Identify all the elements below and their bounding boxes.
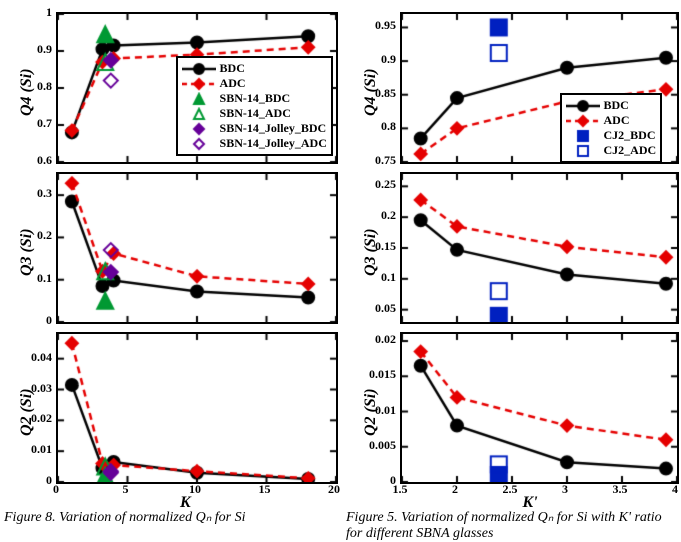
panel-right-q3	[400, 172, 679, 324]
xtick-label: 3.5	[610, 482, 630, 497]
chart-canvas	[402, 334, 677, 482]
xtick-label: 20	[324, 482, 344, 497]
chart-canvas	[58, 334, 336, 482]
legend-item: SBN-14_Jolley_ADC	[182, 136, 327, 151]
legend-label: CJ2_BDC	[604, 128, 656, 143]
ytick-label: 0.1	[381, 270, 396, 285]
xtick-label: 15	[255, 482, 275, 497]
legend-item: BDC	[182, 61, 327, 76]
ytick-label: 0.2	[37, 228, 52, 243]
xtick-label: 2	[445, 482, 465, 497]
legend-label: SBN-14_BDC	[220, 91, 291, 106]
legend-swatch	[566, 99, 600, 113]
legend-item: CJ2_ADC	[566, 143, 657, 158]
figure-stage: { "global": { "bg": "#ffffff", "axis_col…	[0, 0, 681, 542]
legend-label: ADC	[604, 113, 630, 128]
legend-label: SBN-14_Jolley_ADC	[220, 136, 327, 151]
legend-swatch	[182, 137, 216, 151]
legend-item: ADC	[566, 113, 657, 128]
ytick-label: 0.25	[375, 177, 396, 192]
ytick-label: 0.9	[37, 42, 52, 57]
legend-swatch	[566, 114, 600, 128]
legend-item: CJ2_BDC	[566, 128, 657, 143]
ytick-label: 0.05	[375, 301, 396, 316]
legend-label: CJ2_ADC	[604, 143, 657, 158]
legend-item: SBN-14_Jolley_BDC	[182, 121, 327, 136]
legend-item: SBN-14_ADC	[182, 106, 327, 121]
ytick-label: 0.8	[381, 119, 396, 134]
ytick-label: 0.02	[375, 332, 396, 347]
legend-swatch	[182, 92, 216, 106]
legend-label: ADC	[220, 76, 246, 91]
ytick-label: 0.9	[381, 52, 396, 67]
panel-right-q2	[400, 332, 679, 484]
ytick-label: 0.015	[369, 367, 396, 382]
legend: BDCADCCJ2_BDCCJ2_ADC	[560, 93, 663, 163]
xtick-label: 1.5	[390, 482, 410, 497]
legend-swatch	[182, 77, 216, 91]
ytick-label: 0.6	[37, 153, 52, 168]
ytick-label: 0.005	[369, 438, 396, 453]
legend-swatch	[182, 62, 216, 76]
ytick-label: 0.95	[375, 18, 396, 33]
caption-left: Figure 8. Variation of normalized Qₙ for…	[4, 510, 340, 526]
ytick-label: 0.3	[37, 186, 52, 201]
x-axis-label: K	[180, 494, 191, 512]
legend: BDCADCSBN-14_BDCSBN-14_ADCSBN-14_Jolley_…	[176, 56, 333, 156]
y-axis-label: Q2 (Si)	[18, 388, 36, 436]
ytick-label: 0.04	[31, 350, 52, 365]
ytick-label: 0.01	[31, 442, 52, 457]
legend-item: ADC	[182, 76, 327, 91]
legend-label: SBN-14_Jolley_BDC	[220, 121, 327, 136]
xtick-label: 0	[46, 482, 66, 497]
legend-swatch	[566, 129, 600, 143]
legend-label: BDC	[220, 61, 245, 76]
xtick-label: 5	[116, 482, 136, 497]
legend-item: BDC	[566, 98, 657, 113]
legend-swatch	[182, 122, 216, 136]
caption-right: Figure 5. Variation of normalized Qₙ for…	[346, 510, 680, 542]
x-axis-label: K'	[523, 494, 538, 512]
ytick-label: 0.75	[375, 153, 396, 168]
panel-left-q2	[56, 332, 338, 484]
y-axis-label: Q3 (Si)	[18, 228, 36, 276]
legend-label: BDC	[604, 98, 629, 113]
xtick-label: 4	[665, 482, 681, 497]
chart-canvas	[402, 174, 677, 322]
legend-swatch	[566, 144, 600, 158]
ytick-label: 0.7	[37, 116, 52, 131]
legend-item: SBN-14_BDC	[182, 91, 327, 106]
y-axis-label: Q3 (Si)	[362, 228, 380, 276]
legend-label: SBN-14_ADC	[220, 106, 291, 121]
panel-left-q3	[56, 172, 338, 324]
xtick-label: 2.5	[500, 482, 520, 497]
ytick-label: 0.8	[37, 79, 52, 94]
ytick-label: 1	[46, 5, 52, 20]
y-axis-label: Q4 (Si)	[18, 68, 36, 116]
legend-swatch	[182, 107, 216, 121]
y-axis-label: Q2 (Si)	[362, 388, 380, 436]
chart-canvas	[58, 174, 336, 322]
ytick-label: 0.1	[37, 271, 52, 286]
xtick-label: 3	[555, 482, 575, 497]
ytick-label: 0.2	[381, 208, 396, 223]
y-axis-label: Q4 (Si)	[362, 68, 380, 116]
ytick-label: 0	[46, 313, 52, 328]
